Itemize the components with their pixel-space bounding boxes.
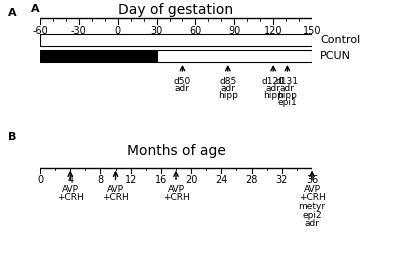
Text: 90: 90 xyxy=(228,26,240,36)
Text: 8: 8 xyxy=(97,175,104,185)
Text: +CRH: +CRH xyxy=(102,193,129,202)
Text: d120: d120 xyxy=(262,77,284,86)
Text: adr: adr xyxy=(280,84,295,93)
Text: adr: adr xyxy=(175,84,190,93)
Text: 36: 36 xyxy=(306,175,318,185)
Text: 12: 12 xyxy=(124,175,137,185)
Text: 60: 60 xyxy=(189,26,202,36)
Text: hipp: hipp xyxy=(263,91,283,100)
Text: 120: 120 xyxy=(264,26,282,36)
Text: d85: d85 xyxy=(219,77,236,86)
Text: hipp: hipp xyxy=(218,91,238,100)
Text: epi1: epi1 xyxy=(278,98,297,107)
Text: +CRH: +CRH xyxy=(163,193,189,202)
Text: PCUN: PCUN xyxy=(320,51,351,61)
Text: 28: 28 xyxy=(245,175,258,185)
Text: 20: 20 xyxy=(185,175,197,185)
Text: adr: adr xyxy=(220,84,235,93)
Text: 0: 0 xyxy=(115,26,121,36)
Text: adr: adr xyxy=(304,219,320,228)
Text: d50: d50 xyxy=(174,77,191,86)
Text: B: B xyxy=(8,132,16,142)
Text: +CRH: +CRH xyxy=(57,193,84,202)
Text: +CRH: +CRH xyxy=(299,193,325,202)
Text: AVP: AVP xyxy=(62,185,79,194)
Bar xyxy=(156,50,312,62)
Bar xyxy=(40,50,156,62)
Text: AVP: AVP xyxy=(168,185,184,194)
Text: d131: d131 xyxy=(276,77,299,86)
Text: hipp: hipp xyxy=(278,91,297,100)
Text: 30: 30 xyxy=(150,26,163,36)
Text: 16: 16 xyxy=(155,175,167,185)
Text: 32: 32 xyxy=(276,175,288,185)
Text: 150: 150 xyxy=(303,26,321,36)
Text: metyr: metyr xyxy=(298,202,326,211)
Text: Control: Control xyxy=(320,35,360,45)
Text: -60: -60 xyxy=(32,26,48,36)
Text: AVP: AVP xyxy=(304,185,320,194)
Text: 4: 4 xyxy=(67,175,73,185)
Text: AVP: AVP xyxy=(107,185,124,194)
Bar xyxy=(40,34,312,46)
Text: -30: -30 xyxy=(71,26,87,36)
Text: A: A xyxy=(31,4,40,14)
Text: 24: 24 xyxy=(215,175,228,185)
Text: Months of age: Months of age xyxy=(126,144,226,158)
Text: A: A xyxy=(8,8,17,18)
Text: epi2: epi2 xyxy=(302,211,322,220)
Text: 0: 0 xyxy=(37,175,43,185)
Text: Day of gestation: Day of gestation xyxy=(118,3,234,17)
Text: adr: adr xyxy=(266,84,281,93)
